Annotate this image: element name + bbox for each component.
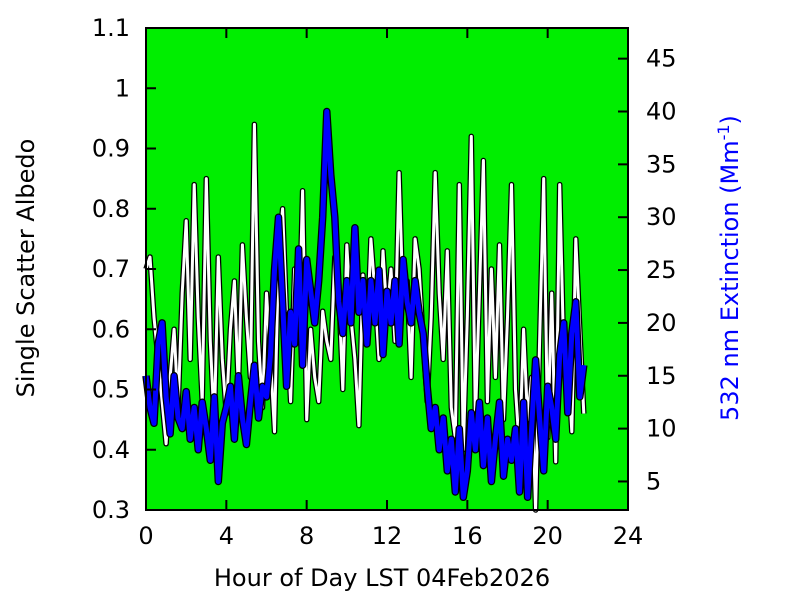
- y-right-tick-label: 10: [646, 415, 677, 443]
- y-left-tick-label: 0.7: [92, 255, 130, 283]
- y-right-axis-title-main: 532 nm Extinction (Mm: [716, 140, 744, 421]
- y-right-tick-label: 25: [646, 256, 677, 284]
- y-right-tick-label: 35: [646, 150, 677, 178]
- ticks-layer: [145, 27, 629, 511]
- x-tick-label: 4: [219, 522, 234, 550]
- y-right-tick-label: 45: [646, 45, 677, 73]
- y-right-axis-title: 532 nm Extinction (Mm-1): [714, 115, 744, 421]
- series-layer: [142, 107, 588, 513]
- y-right-axis-title-close: ): [716, 115, 744, 124]
- x-tick-label: 24: [613, 522, 644, 550]
- y-left-tick-label: 1.1: [92, 14, 130, 42]
- y-left-tick-label: 0.6: [92, 315, 130, 343]
- series-2-line: [143, 109, 587, 500]
- y-right-tick-label: 5: [646, 467, 661, 495]
- y-left-tick-label: 0.3: [92, 496, 130, 524]
- x-axis-title: Hour of Day LST 04Feb2026: [214, 564, 550, 592]
- x-tick-label: 8: [299, 522, 314, 550]
- y-left-tick-label: 0.4: [92, 436, 130, 464]
- x-tick-label: 0: [138, 522, 153, 550]
- tick-labels-layer: 0 4 8 12 16 20 24 0.3 0.4 0.5 0.6 0.7 0.8 0.9 1 1.1 5 10 1…: [92, 14, 677, 550]
- y-left-tick-label: 1: [115, 74, 130, 102]
- y-left-axis-title: Single Scatter Albedo: [12, 139, 40, 398]
- x-tick-label: 20: [532, 522, 563, 550]
- y-left-tick-label: 0.8: [92, 195, 130, 223]
- x-tick-label: 12: [372, 522, 403, 550]
- y-left-tick-label: 0.9: [92, 135, 130, 163]
- y-right-tick-label: 40: [646, 98, 677, 126]
- x-tick-label: 16: [452, 522, 483, 550]
- y-right-tick-label: 30: [646, 203, 677, 231]
- y-right-tick-label: 15: [646, 362, 677, 390]
- y-left-tick-label: 0.5: [92, 376, 130, 404]
- y-right-tick-label: 20: [646, 309, 677, 337]
- y-right-axis-title-superscript: -1: [714, 124, 733, 140]
